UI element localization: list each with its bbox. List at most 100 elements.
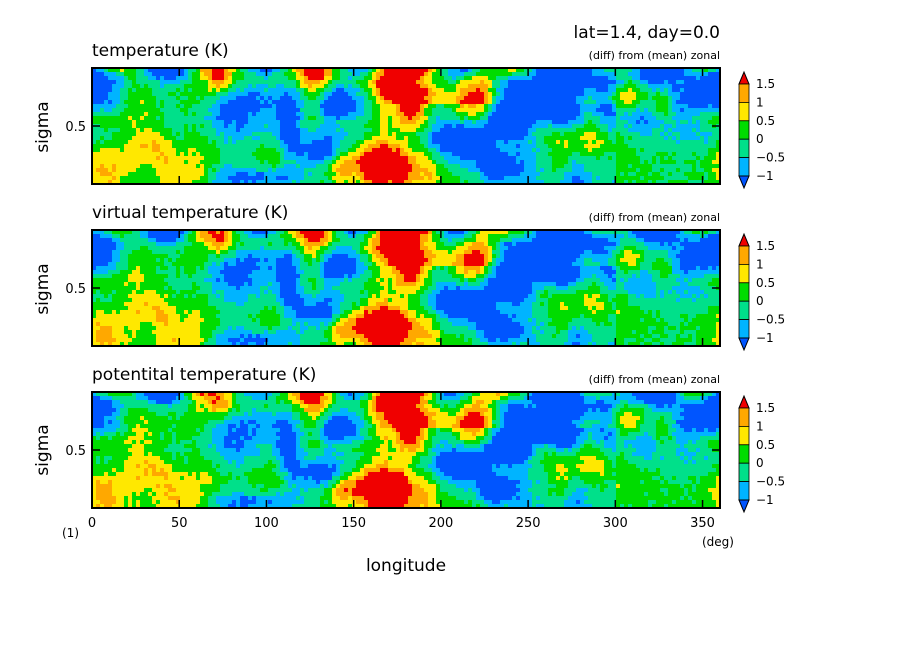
heatmap-cell <box>568 88 573 93</box>
heatmap-cell <box>160 176 165 181</box>
heatmap-cell <box>448 84 453 89</box>
heatmap-cell <box>616 88 621 93</box>
heatmap-cell <box>192 80 197 85</box>
heatmap-cell <box>476 72 481 77</box>
heatmap-cell <box>544 230 549 235</box>
heatmap-cell <box>324 168 329 173</box>
heatmap-cell <box>372 100 377 105</box>
heatmap-cell <box>664 72 669 77</box>
heatmap-cell <box>244 68 249 73</box>
heatmap-cell <box>484 132 489 137</box>
heatmap-cell <box>172 108 177 113</box>
heatmap-cell <box>304 152 309 157</box>
heatmap-cell <box>212 96 217 101</box>
heatmap-cell <box>640 180 645 185</box>
heatmap-cell <box>628 234 633 239</box>
heatmap-cell <box>296 136 301 141</box>
heatmap-cell <box>576 124 581 129</box>
heatmap-cell <box>292 168 297 173</box>
heatmap-cell <box>92 140 97 145</box>
heatmap-cell <box>212 132 217 137</box>
heatmap-cell <box>476 172 481 177</box>
heatmap-cell <box>516 172 521 177</box>
heatmap-cell <box>380 132 385 137</box>
heatmap-cell <box>340 144 345 149</box>
heatmap-cell <box>136 160 141 165</box>
heatmap-cell <box>316 92 321 97</box>
heatmap-cell <box>132 160 137 165</box>
heatmap-cell <box>316 176 321 181</box>
heatmap-cell <box>668 76 673 81</box>
heatmap-cell <box>652 128 657 133</box>
heatmap-cell <box>628 176 633 181</box>
heatmap-cell <box>284 176 289 181</box>
heatmap-cell <box>92 180 97 185</box>
heatmap-cell <box>468 100 473 105</box>
heatmap-cell <box>700 88 705 93</box>
heatmap-cell <box>500 72 505 77</box>
heatmap-cell <box>304 238 309 243</box>
heatmap-cell <box>328 168 333 173</box>
heatmap-cell <box>248 112 253 117</box>
heatmap-cell <box>396 168 401 173</box>
heatmap-cell <box>680 180 685 185</box>
heatmap-cell <box>360 112 365 117</box>
heatmap-cell <box>96 176 101 181</box>
heatmap-cell <box>280 156 285 161</box>
heatmap-cell <box>584 100 589 105</box>
heatmap-cell <box>372 80 377 85</box>
heatmap-cell <box>288 72 293 77</box>
heatmap-cell <box>248 148 253 153</box>
heatmap-cell <box>144 92 149 97</box>
heatmap-cell <box>524 152 529 157</box>
heatmap-cell <box>468 176 473 181</box>
heatmap-cell <box>300 84 305 89</box>
heatmap-cell <box>504 176 509 181</box>
heatmap-cell <box>344 136 349 141</box>
heatmap-cell <box>264 132 269 137</box>
heatmap-cell <box>132 104 137 109</box>
heatmap-cell <box>420 234 425 239</box>
heatmap-cell <box>640 104 645 109</box>
heatmap-cell <box>220 140 225 145</box>
heatmap-cell <box>576 80 581 85</box>
heatmap-cell <box>660 144 665 149</box>
heatmap-cell <box>216 136 221 141</box>
heatmap-cell <box>252 172 257 177</box>
heatmap-cell <box>648 230 653 235</box>
heatmap-cell <box>172 68 177 73</box>
heatmap-cell <box>444 104 449 109</box>
heatmap-cell <box>352 128 357 133</box>
heatmap-cell <box>244 108 249 113</box>
heatmap-cell <box>424 152 429 157</box>
heatmap-cell <box>608 72 613 77</box>
heatmap-cell <box>644 112 649 117</box>
heatmap-cell <box>468 116 473 121</box>
heatmap-cell <box>624 68 629 73</box>
heatmap-cell <box>580 76 585 81</box>
heatmap-cell <box>244 72 249 77</box>
heatmap-cell <box>276 128 281 133</box>
heatmap-cell <box>704 80 709 85</box>
heatmap-cell <box>664 234 669 239</box>
heatmap-cell <box>196 104 201 109</box>
heatmap-cell <box>152 180 157 185</box>
heatmap-cell <box>116 96 121 101</box>
heatmap-cell <box>700 144 705 149</box>
heatmap-cell <box>540 96 545 101</box>
heatmap-cell <box>640 96 645 101</box>
heatmap-cell <box>404 136 409 141</box>
heatmap-cell <box>520 152 525 157</box>
heatmap-cell <box>652 172 657 177</box>
heatmap-cell <box>644 72 649 77</box>
heatmap-cell <box>440 104 445 109</box>
heatmap-cell <box>476 124 481 129</box>
heatmap-cell <box>524 164 529 169</box>
heatmap-cell <box>288 156 293 161</box>
heatmap-cell <box>504 230 509 235</box>
heatmap-cell <box>508 172 513 177</box>
heatmap-cell <box>296 120 301 125</box>
heatmap-cell <box>276 230 281 235</box>
heatmap-cell <box>692 132 697 137</box>
heatmap-cell <box>716 96 721 101</box>
